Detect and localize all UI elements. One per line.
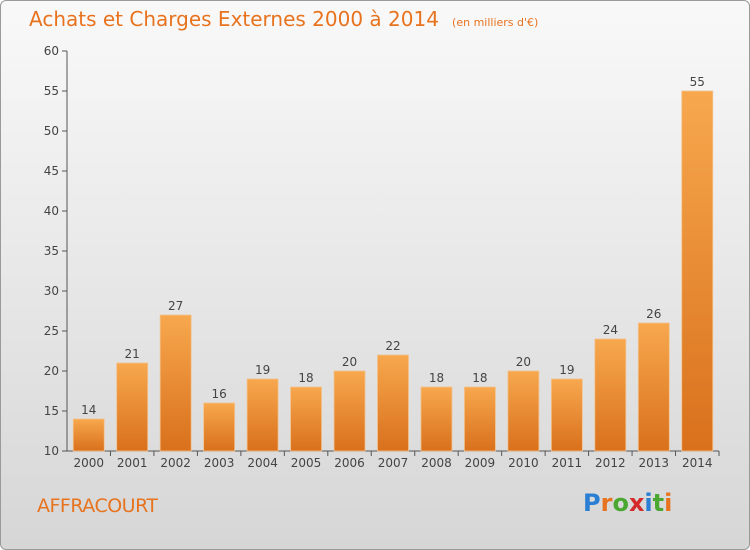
x-tick-label: 2009 — [465, 456, 496, 470]
x-tick-label: 2007 — [378, 456, 409, 470]
x-tick-label: 2006 — [334, 456, 365, 470]
logo-letter: o — [612, 489, 629, 517]
x-tick-label: 2010 — [508, 456, 539, 470]
chart-title: Achats et Charges Externes 2000 à 2014 — [29, 7, 439, 31]
data-label-2007: 22 — [385, 339, 400, 353]
y-tick-label: 25 — [44, 324, 59, 338]
y-tick-label: 30 — [44, 284, 59, 298]
x-tick-label: 2013 — [639, 456, 670, 470]
bar-2006 — [333, 370, 366, 452]
x-tick-label: 2004 — [247, 456, 278, 470]
y-tick-label: 60 — [44, 44, 59, 58]
chart-subtitle: (en milliers d'€) — [452, 16, 539, 29]
data-label-2002: 27 — [168, 299, 183, 313]
bar-2003 — [203, 402, 236, 452]
data-label-2013: 26 — [646, 307, 661, 321]
logo-letter: t — [652, 489, 665, 517]
data-label-2010: 20 — [516, 355, 531, 369]
x-tick-label: 2011 — [552, 456, 583, 470]
data-label-2004: 19 — [255, 363, 270, 377]
bar-2004 — [246, 378, 279, 452]
y-tick-label: 50 — [44, 124, 59, 138]
data-label-2011: 19 — [559, 363, 574, 377]
bar-2012 — [594, 338, 627, 452]
bar-2002 — [159, 314, 192, 452]
bar-2014 — [681, 90, 714, 452]
x-tick-label: 2005 — [291, 456, 322, 470]
x-tick-label: 2012 — [595, 456, 626, 470]
logo-letter: i — [644, 489, 653, 517]
proxiti-logo[interactable]: Proxiti — [583, 489, 672, 517]
logo-letter: x — [628, 489, 645, 517]
y-tick-label: 55 — [44, 84, 59, 98]
y-tick-label: 40 — [44, 204, 59, 218]
y-tick-label: 20 — [44, 364, 59, 378]
data-label-2003: 16 — [211, 387, 226, 401]
x-tick-label: 2001 — [117, 456, 148, 470]
logo-letter: i — [664, 489, 673, 517]
bar-2001 — [116, 362, 149, 452]
y-tick-label: 45 — [44, 164, 59, 178]
data-label-2001: 21 — [125, 347, 140, 361]
y-tick-label: 35 — [44, 244, 59, 258]
bar-2010 — [507, 370, 540, 452]
data-label-2009: 18 — [472, 371, 487, 385]
bar-2008 — [420, 386, 453, 452]
x-tick-label: 2014 — [682, 456, 713, 470]
x-tick-label: 2008 — [421, 456, 452, 470]
x-tick-label: 2000 — [73, 456, 104, 470]
logo-letter: r — [600, 489, 613, 517]
data-label-2012: 24 — [603, 323, 618, 337]
bar-2011 — [550, 378, 583, 452]
bar-2005 — [290, 386, 322, 452]
logo-letter: P — [583, 489, 601, 517]
data-label-2006: 20 — [342, 355, 357, 369]
data-label-2005: 18 — [298, 371, 313, 385]
x-tick-label: 2003 — [204, 456, 235, 470]
bar-2009 — [464, 386, 496, 452]
data-label-2008: 18 — [429, 371, 444, 385]
commune-name: AFFRACOURT — [37, 495, 158, 517]
bar-2007 — [377, 354, 409, 452]
bar-2000 — [72, 418, 105, 452]
y-tick-label: 10 — [44, 444, 59, 458]
x-tick-label: 2002 — [160, 456, 191, 470]
bar-2013 — [637, 322, 670, 452]
y-tick-label: 15 — [44, 404, 59, 418]
title-row: Achats et Charges Externes 2000 à 2014 (… — [29, 7, 538, 31]
data-label-2014: 55 — [690, 75, 705, 89]
data-label-2000: 14 — [81, 403, 96, 417]
